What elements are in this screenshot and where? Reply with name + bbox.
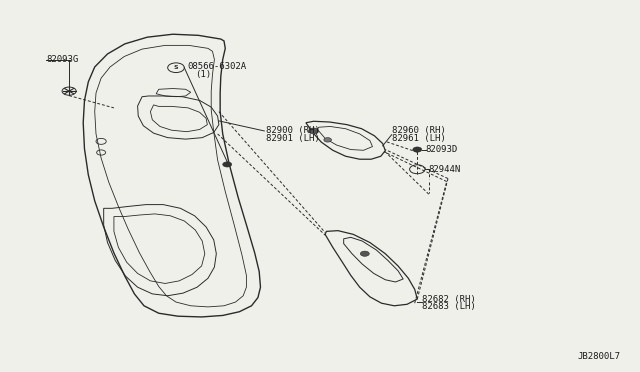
- Text: 82960 (RH): 82960 (RH): [392, 126, 445, 135]
- Circle shape: [308, 128, 319, 134]
- Text: 82901 (LH): 82901 (LH): [266, 134, 319, 143]
- Text: 08566-6302A: 08566-6302A: [187, 62, 246, 71]
- Circle shape: [413, 147, 422, 152]
- Text: S: S: [173, 65, 179, 70]
- Text: (1): (1): [195, 70, 211, 79]
- Circle shape: [324, 138, 332, 142]
- Text: 82961 (LH): 82961 (LH): [392, 134, 445, 143]
- Text: 82682 (RH): 82682 (RH): [422, 295, 476, 304]
- Text: 82944N: 82944N: [429, 165, 461, 174]
- Text: 82683 (LH): 82683 (LH): [422, 302, 476, 311]
- Circle shape: [223, 162, 232, 167]
- Text: JB2800L7: JB2800L7: [578, 352, 621, 361]
- Text: 82900 (RH): 82900 (RH): [266, 126, 319, 135]
- Text: 82093D: 82093D: [426, 145, 458, 154]
- Text: 82093G: 82093G: [46, 55, 78, 64]
- Circle shape: [360, 251, 369, 256]
